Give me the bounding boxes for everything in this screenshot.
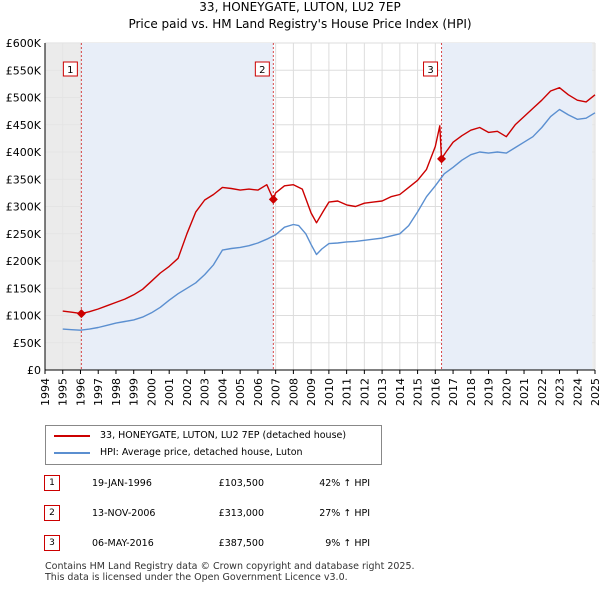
price-chart: 1 2 3 £0 £50K £100K £150K £200K £250K £300K £350K… xyxy=(6,37,600,406)
sale-price: £313,000 xyxy=(218,508,264,519)
sale-number-box xyxy=(62,61,78,77)
sale-number-badge: 3 xyxy=(44,535,60,551)
y-tick-label: £350K xyxy=(6,173,42,186)
sale-point-marker xyxy=(76,309,86,319)
legend-swatch-property xyxy=(54,435,90,437)
x-tick-label: 2002 xyxy=(181,378,194,406)
sale-price: £387,500 xyxy=(218,538,264,549)
ownership-period-3 xyxy=(441,43,593,370)
x-tick-label: 2024 xyxy=(571,378,584,406)
x-tick-label: 2018 xyxy=(465,378,478,406)
y-tick-label: £450K xyxy=(6,119,42,132)
x-tick-label: 2008 xyxy=(287,378,300,406)
hpi-line xyxy=(62,108,596,331)
property-price-line xyxy=(62,86,596,315)
x-tick-label: 2009 xyxy=(305,378,318,406)
sale-date: 06-MAY-2016 xyxy=(92,538,154,549)
x-tick-label: 2010 xyxy=(323,378,336,406)
chart-title: 33, HONEYGATE, LUTON, LU2 7EP xyxy=(199,0,401,14)
x-tick-label: 2004 xyxy=(216,378,229,406)
chart-legend: 33, HONEYGATE, LUTON, LU2 7EP (detached … xyxy=(45,425,382,465)
y-tick-label: £550K xyxy=(6,64,42,77)
sale-number-label: 3 xyxy=(427,65,433,76)
sale-hpi-change: 9% ↑ HPI xyxy=(325,538,370,549)
x-tick-label: 2019 xyxy=(483,378,496,406)
y-tick-label: £300K xyxy=(6,201,42,214)
x-tick-label: 2011 xyxy=(341,378,354,406)
sale-date: 13-NOV-2006 xyxy=(92,508,156,519)
x-tick-label: 2015 xyxy=(412,378,425,406)
x-tick-label: 2000 xyxy=(145,378,158,406)
y-tick-label: £400K xyxy=(6,146,42,159)
y-tick-label: £500K xyxy=(6,92,42,105)
y-tick-label: £600K xyxy=(6,37,42,50)
y-tick-label: £250K xyxy=(6,228,42,241)
x-tick-label: 1995 xyxy=(57,378,70,406)
sale-number-label: 2 xyxy=(259,65,265,76)
x-tick-label: 2012 xyxy=(358,378,371,406)
chart-subtitle: Price paid vs. HM Land Registry's House … xyxy=(128,17,472,31)
x-tick-label: 2001 xyxy=(163,378,176,406)
sale-price: £103,500 xyxy=(218,478,264,489)
footer-licence: This data is licensed under the Open Gov… xyxy=(45,572,348,583)
x-tick-label: 1996 xyxy=(74,378,87,406)
sale-point-marker xyxy=(437,154,447,164)
legend-swatch-hpi xyxy=(54,452,90,454)
y-tick-label: £0 xyxy=(27,364,41,377)
sale-hpi-change: 27% ↑ HPI xyxy=(319,508,370,519)
y-tick-label: £150K xyxy=(6,282,42,295)
y-tick-label: £200K xyxy=(6,255,42,268)
sale-number-box xyxy=(254,61,270,77)
x-tick-label: 2017 xyxy=(447,378,460,406)
sale-number-badge: 2 xyxy=(44,505,60,521)
x-tick-label: 1998 xyxy=(110,378,123,406)
x-tick-label: 2006 xyxy=(252,378,265,406)
sale-point-marker xyxy=(268,194,278,204)
sale-number-badge: 1 xyxy=(44,475,60,491)
post-data-hatch-region xyxy=(592,43,595,370)
y-tick-label: £50K xyxy=(13,337,42,350)
x-tick-label: 2020 xyxy=(500,378,513,406)
x-tick-label: 2021 xyxy=(518,378,531,406)
ownership-period-1 xyxy=(81,43,274,370)
sale-number-label: 1 xyxy=(67,65,73,76)
x-tick-label: 1997 xyxy=(92,378,105,406)
footer: Contains HM Land Registry data © Crown c… xyxy=(45,561,415,583)
x-tick-label: 2023 xyxy=(554,378,567,406)
footer-copyright: Contains HM Land Registry data © Crown c… xyxy=(45,561,415,572)
x-tick-label: 2007 xyxy=(270,378,283,406)
sale-hpi-change: 42% ↑ HPI xyxy=(319,478,370,489)
x-tick-label: 2013 xyxy=(376,378,389,406)
x-tick-label: 2014 xyxy=(394,378,407,406)
x-tick-label: 1999 xyxy=(128,378,141,406)
x-tick-label: 1994 xyxy=(39,378,52,406)
sale-date: 19-JAN-1996 xyxy=(92,478,152,489)
x-tick-label: 2016 xyxy=(429,378,442,406)
legend-label-property: 33, HONEYGATE, LUTON, LU2 7EP (detached … xyxy=(100,430,347,441)
pre-sale-hatch-region xyxy=(45,43,82,370)
x-tick-label: 2025 xyxy=(589,378,600,406)
x-tick-label: 2022 xyxy=(536,378,549,406)
sale-number-box xyxy=(423,61,439,77)
legend-label-hpi: HPI: Average price, detached house, Luto… xyxy=(100,447,303,458)
y-tick-label: £100K xyxy=(6,310,42,323)
x-tick-label: 2005 xyxy=(234,378,247,406)
x-tick-label: 2003 xyxy=(199,378,212,406)
